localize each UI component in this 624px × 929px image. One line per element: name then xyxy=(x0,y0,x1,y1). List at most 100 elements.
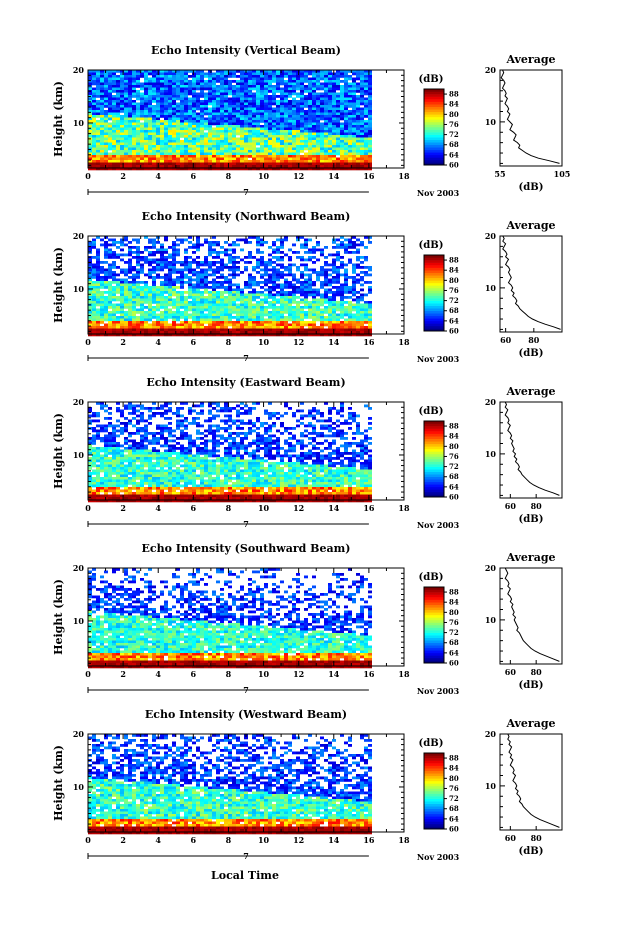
heatmap-cell xyxy=(88,160,92,163)
heatmap-cell xyxy=(352,135,356,138)
heatmap-cell xyxy=(280,165,284,168)
heatmap-cell xyxy=(208,165,212,168)
heatmap-cell xyxy=(356,120,360,123)
heatmap-cell xyxy=(192,100,196,103)
heatmap-cell xyxy=(280,100,284,103)
heatmap-cell xyxy=(288,326,292,329)
heatmap-cell xyxy=(324,150,328,153)
heatmap-cell xyxy=(320,82,324,86)
heatmap-cell xyxy=(176,253,180,257)
heatmap-cell xyxy=(368,137,372,141)
heatmap-cell xyxy=(224,140,228,143)
heatmap-cell xyxy=(232,306,236,309)
heatmap-cell xyxy=(284,333,288,337)
heatmap-cell xyxy=(196,311,200,314)
profile-x-tick-label: 55 xyxy=(494,169,505,179)
heatmap-cell xyxy=(352,82,356,86)
heatmap-cell xyxy=(232,291,236,294)
heatmap-cell xyxy=(200,102,204,106)
heatmap-cell xyxy=(268,328,272,332)
y-tick-label: 20 xyxy=(73,65,85,75)
heatmap-cell xyxy=(236,85,240,88)
heatmap-cell xyxy=(268,90,272,93)
heatmap-cell xyxy=(220,137,224,141)
heatmap-cell xyxy=(304,100,308,103)
heatmap-cell xyxy=(88,77,92,81)
x-tick-label: 4 xyxy=(155,171,161,181)
heatmap-cell xyxy=(332,308,336,312)
heatmap-cell xyxy=(204,283,208,287)
heatmap-cell xyxy=(116,246,120,249)
heatmap-cell xyxy=(312,246,316,249)
heatmap-cell xyxy=(344,77,348,81)
heatmap-cell xyxy=(260,95,264,98)
heatmap-cell xyxy=(136,263,140,267)
heatmap-cell xyxy=(304,122,308,126)
heatmap-cell xyxy=(360,100,364,103)
heatmap-cell xyxy=(120,241,124,244)
heatmap-cell xyxy=(300,333,304,337)
heatmap-cell xyxy=(168,286,172,289)
heatmap-cell xyxy=(116,122,120,126)
heatmap-cell xyxy=(344,311,348,314)
heatmap-cell xyxy=(336,258,340,262)
heatmap-cell xyxy=(172,303,176,307)
heatmap-cell xyxy=(176,70,180,73)
heatmap-cell xyxy=(88,246,92,249)
heatmap-cell xyxy=(180,238,184,242)
heatmap-cell xyxy=(208,70,212,73)
heatmap-cell xyxy=(116,100,120,103)
heatmap-cell xyxy=(116,162,120,166)
heatmap-cell xyxy=(108,135,112,138)
heatmap-cell xyxy=(188,167,192,171)
heatmap-cell xyxy=(188,132,192,136)
heatmap-cell xyxy=(312,167,316,171)
heatmap-cell xyxy=(216,308,220,312)
heatmap-cell xyxy=(124,286,128,289)
heatmap-cell xyxy=(112,155,116,158)
heatmap-cell xyxy=(244,75,248,78)
heatmap-cell xyxy=(272,318,276,322)
heatmap-cell xyxy=(280,167,284,171)
heatmap-cell xyxy=(236,120,240,123)
heatmap-cell xyxy=(176,115,180,118)
heatmap-cell xyxy=(192,311,196,314)
heatmap-cell xyxy=(248,291,252,294)
heatmap-cell xyxy=(200,273,208,277)
heatmap-cell xyxy=(136,301,140,304)
heatmap-cell xyxy=(220,125,224,128)
heatmap-cell xyxy=(280,316,284,319)
heatmap-cell xyxy=(188,150,192,153)
heatmap-cell xyxy=(308,258,312,262)
heatmap-cell xyxy=(96,85,100,88)
heatmap-cell xyxy=(312,87,316,91)
heatmap-cell xyxy=(296,266,300,269)
heatmap-cell xyxy=(96,72,100,76)
heatmap-cell xyxy=(256,248,260,252)
heatmap-cell xyxy=(280,313,284,317)
heatmap-cell xyxy=(220,328,224,332)
heatmap-cell xyxy=(336,85,340,88)
heatmap-cell xyxy=(168,117,172,121)
heatmap-cell xyxy=(324,100,328,103)
heatmap-cell xyxy=(120,328,124,332)
heatmap-cell xyxy=(240,311,244,314)
heatmap-cell xyxy=(172,102,176,106)
heatmap-cell xyxy=(216,266,220,269)
heatmap-cell xyxy=(300,90,304,93)
heatmap-cell xyxy=(144,323,148,327)
heatmap-cell xyxy=(156,77,160,81)
heatmap-cell xyxy=(208,281,212,284)
heatmap-cell xyxy=(168,135,172,138)
heatmap-cell xyxy=(360,127,364,131)
heatmap-cell xyxy=(160,268,164,272)
heatmap-cell xyxy=(128,288,132,292)
heatmap-cell xyxy=(92,286,96,289)
heatmap-cell xyxy=(132,135,136,138)
heatmap-cell xyxy=(220,117,224,121)
colorbar-swatch xyxy=(424,142,444,146)
heatmap-cell xyxy=(352,268,356,272)
heatmap-cell xyxy=(172,127,176,131)
heatmap-cell xyxy=(352,306,356,309)
heatmap-cell xyxy=(288,263,292,267)
